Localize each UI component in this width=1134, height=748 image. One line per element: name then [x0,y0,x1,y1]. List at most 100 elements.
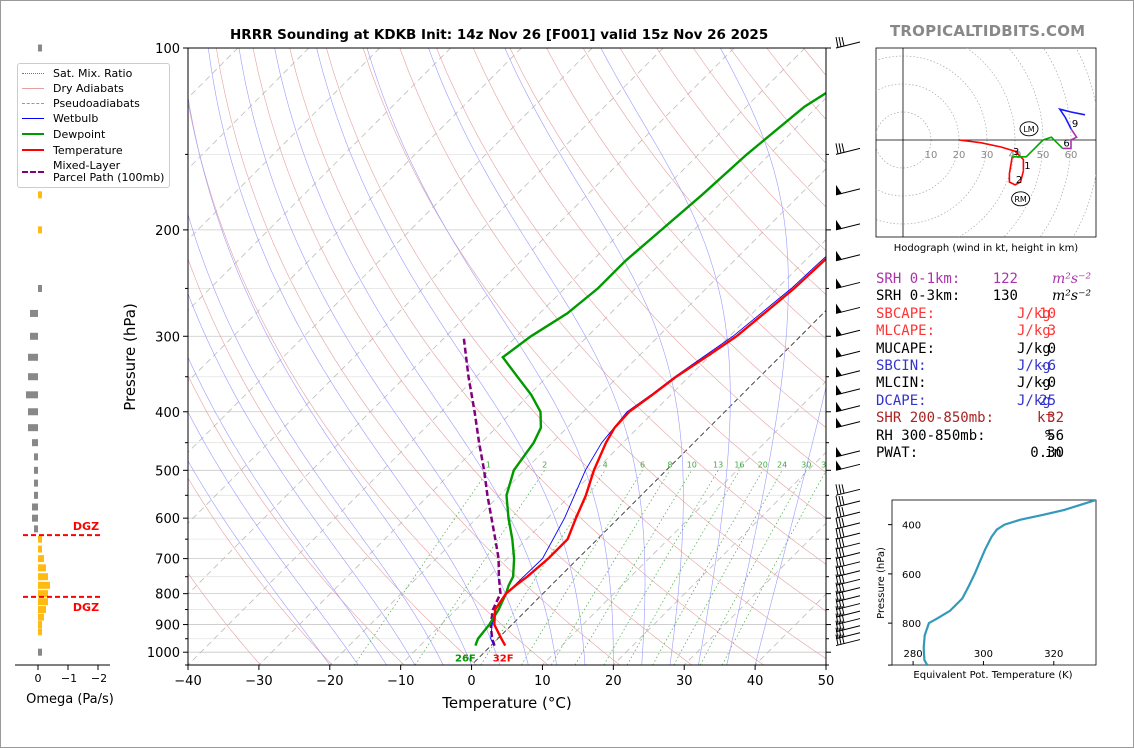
index-unit: J/kg [1017,375,1051,392]
wind-barb-flag [838,574,842,585]
mixing-ratio-line [721,470,826,665]
hodograph-caption: Hodograph (wind in kt, height in km) [894,243,1079,254]
wind-barb-pennant [836,184,842,195]
index-value: -6 [1039,357,1056,374]
mixing-ratio-label: 6 [640,460,645,469]
skewt-background-lines: 1 2 4 6 8 10 13 16 20 24 30 36 [188,48,831,665]
omega-bar [26,391,38,399]
wind-barb-flag [838,556,842,567]
index-value: 25 [1039,392,1056,409]
wind-barb [835,36,861,49]
index-row: SRH 0-1km: 122 m²s⁻² [876,271,1106,288]
wind-barb [835,460,861,471]
index-value: 3 [1047,323,1056,340]
wind-barb-flag [838,634,842,645]
wind-barb [835,582,861,595]
index-label: SRH 0-3km: [876,288,961,305]
hodograph-ring-label: 60 [1065,150,1078,161]
omega-bar [32,439,38,447]
surface-dewpoint-label: 26F [455,654,476,665]
legend-item-mixing-ratio: Sat. Mix. Ratio [18,67,169,81]
omega-bar [38,535,42,543]
index-unit: % [1045,427,1054,444]
omega-bar [38,621,42,629]
wind-barb-pennant [836,460,842,471]
wind-barb [835,143,861,155]
index-row: RH 300-850mb: 56% [876,428,1106,445]
index-label: SBCIN: [876,357,927,374]
mixing-ratio-line [550,470,671,665]
wind-barb-flag [835,627,839,639]
y-tick-label: 1000 [147,646,180,661]
index-label: SBCAPE: [876,305,936,322]
wind-barb [835,627,861,640]
omega-bar [38,590,48,598]
wind-barb-staff [835,639,861,647]
x-tick-label: −40 [174,674,201,689]
omega-bar [38,648,42,656]
omega-tick-label: 0 [35,672,42,685]
omega-panel: 0 −1 −2 DGZ DGZ [15,44,110,685]
wind-barb-flag [835,620,839,632]
index-unit: in [1045,444,1062,461]
wind-barb-flag [835,537,839,549]
mixing-ratio-label: 36 [821,460,831,469]
skewt-axes: 26F 32F1002003004005006007008009001000−40… [147,42,834,689]
dry-adiabat [472,48,826,474]
wind-barb [835,634,861,647]
hodograph-ring-label: 50 [1037,150,1050,161]
pseudoadiabat [720,48,789,665]
pseudoadiabat [188,213,444,665]
y-tick-label: 800 [155,588,180,603]
hodograph-height-label: 6 [1063,138,1069,149]
wind-barb-flag [841,556,845,566]
legend-item-dewpoint: Dewpoint [18,128,169,142]
y-axis-label: Pressure (hPa) [121,303,139,411]
y-tick-label: 500 [155,464,180,479]
wind-barb-staff [835,595,861,603]
wind-barb-flag [841,634,845,644]
wind-barb [835,219,861,231]
omega-axis-label: Omega (Pa/s) [26,692,114,707]
wind-barb-pennant [836,366,842,377]
index-value: 10 [1039,305,1056,322]
hodograph-trace [1012,136,1064,158]
index-unit: m²s⁻² [1052,271,1092,287]
temperature-line [493,257,826,647]
legend-item-wetbulb: Wetbulb [18,112,169,126]
hodograph-ring-label: 10 [925,150,938,161]
wind-barb [835,303,861,314]
wind-barb [835,528,861,540]
wind-barb-flag [835,590,839,602]
wind-barb-flag [838,582,842,593]
mixing-ratio-line [414,470,545,665]
index-unit: J/kg [1017,357,1051,374]
theta-e-frame [891,499,1097,666]
wind-barb-staff [835,147,861,155]
isotherm [258,97,826,665]
wind-barb-flag [841,606,845,616]
legend-item-dry-adiabats: Dry Adiabats [18,82,169,96]
omega-bar [38,545,42,553]
index-label: DCAPE: [876,392,927,409]
x-axis-label: Temperature (°C) [441,694,571,712]
wind-barb-pennant [836,446,842,457]
wind-barb-flag [841,590,845,600]
wind-barb [835,484,861,496]
theta-e-y-tick-label: 800 [902,619,921,630]
y-tick-label: 400 [155,406,180,421]
mixing-ratio-line [521,470,643,665]
wind-barb-flag [841,507,845,517]
wind-barb [835,574,861,586]
wind-barb-pennant [836,250,842,261]
wind-barb-flag [841,143,845,153]
wind-barb-staff [835,578,861,586]
mixing-ratio-label: 8 [667,460,672,469]
skewt-profiles [462,91,826,647]
wind-barb-flag [835,36,839,48]
mixing-ratio-label: 10 [687,460,697,469]
index-value: 130 [992,288,1018,305]
isotherm [613,451,826,665]
isotherm [188,48,806,665]
wind-barb [835,184,861,196]
